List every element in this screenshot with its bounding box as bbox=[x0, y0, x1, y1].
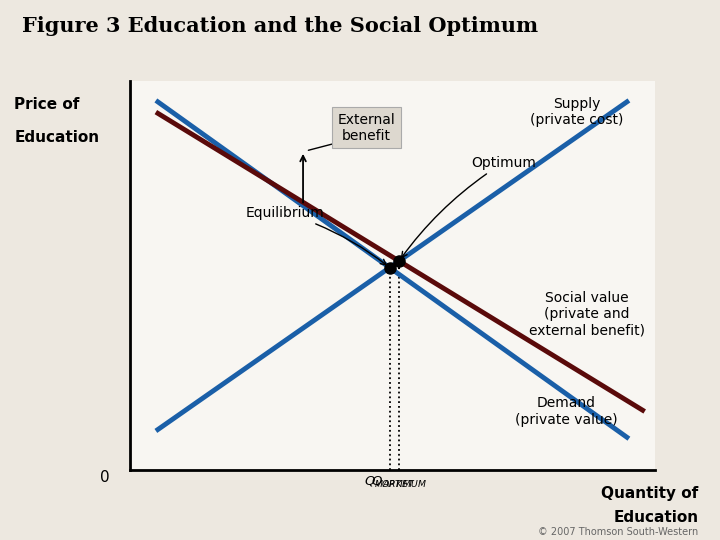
Text: Social value
(private and
external benefit): Social value (private and external benef… bbox=[529, 291, 645, 338]
Text: © 2007 Thomson South-Western: © 2007 Thomson South-Western bbox=[538, 527, 698, 537]
Text: Figure 3 Education and the Social Optimum: Figure 3 Education and the Social Optimu… bbox=[22, 16, 538, 36]
Text: Demand
(private value): Demand (private value) bbox=[515, 396, 617, 427]
Text: Education: Education bbox=[613, 510, 698, 525]
Text: Quantity of: Quantity of bbox=[601, 486, 698, 501]
Text: Optimum: Optimum bbox=[402, 156, 536, 258]
Text: Price of: Price of bbox=[14, 97, 80, 112]
Text: Education: Education bbox=[14, 130, 99, 145]
Text: External
benefit: External benefit bbox=[337, 112, 395, 143]
Text: Supply
(private cost): Supply (private cost) bbox=[530, 97, 623, 127]
Text: 0: 0 bbox=[99, 470, 109, 485]
Text: Equilibrium: Equilibrium bbox=[246, 206, 386, 265]
